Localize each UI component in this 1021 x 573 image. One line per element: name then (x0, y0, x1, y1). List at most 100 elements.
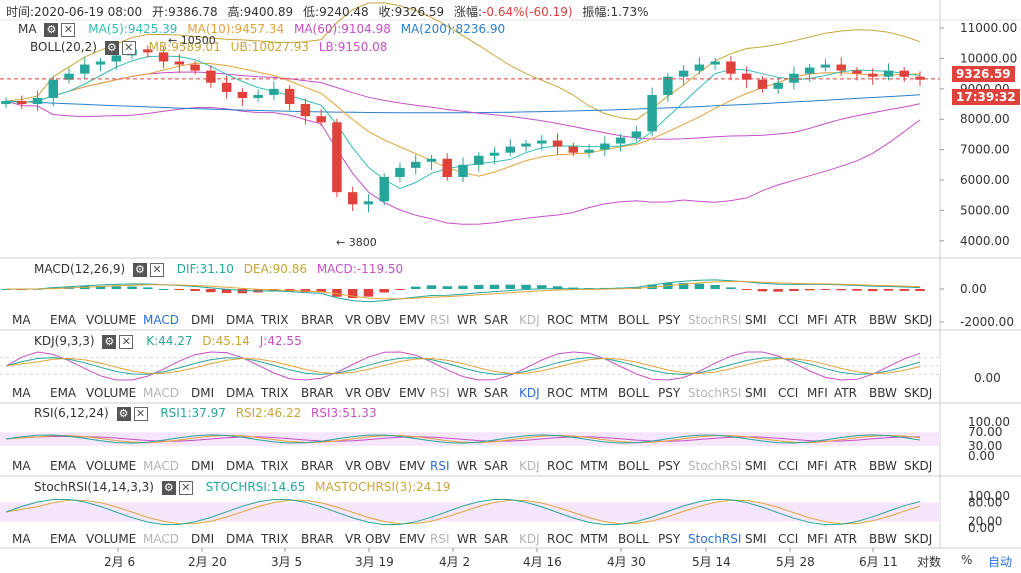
tab-macd[interactable]: MACD (143, 313, 179, 327)
tab-sar[interactable]: SAR (484, 313, 509, 327)
tab-ema[interactable]: EMA (50, 313, 77, 327)
tab-roc[interactable]: ROC (547, 313, 574, 327)
tab-kdj[interactable]: KDJ (519, 532, 540, 546)
tab-dmi[interactable]: DMI (191, 532, 215, 546)
tab-ma[interactable]: MA (12, 459, 31, 473)
tab-skdj[interactable]: SKDJ (904, 313, 933, 327)
macd-close-icon[interactable]: ✕ (149, 262, 164, 277)
tab-emv[interactable]: EMV (399, 386, 426, 400)
tab-atr[interactable]: ATR (834, 532, 857, 546)
tab-boll[interactable]: BOLL (618, 532, 649, 546)
tab-trix[interactable]: TRIX (261, 386, 289, 400)
tab-mfi[interactable]: MFI (807, 459, 828, 473)
tab-vr[interactable]: VR (345, 313, 362, 327)
tab-rsi[interactable]: RSI (430, 532, 450, 546)
tab-macd[interactable]: MACD (143, 386, 179, 400)
tab-psy[interactable]: PSY (658, 459, 681, 473)
tab-stochrsi[interactable]: StochRSI (688, 532, 742, 546)
tab-mtm[interactable]: MTM (580, 532, 609, 546)
tab-brar[interactable]: BRAR (301, 313, 334, 327)
kdj-close-icon[interactable]: ✕ (119, 334, 134, 349)
tab-ema[interactable]: EMA (50, 459, 77, 473)
tab-skdj[interactable]: SKDJ (904, 459, 933, 473)
tab-bbw[interactable]: BBW (869, 532, 897, 546)
tab-dma[interactable]: DMA (226, 386, 254, 400)
tab-dma[interactable]: DMA (226, 532, 254, 546)
macd-settings-icon[interactable]: ⚙ (132, 262, 147, 277)
tab-atr[interactable]: ATR (834, 459, 857, 473)
tab-kdj[interactable]: KDJ (519, 313, 540, 327)
tab-sar[interactable]: SAR (484, 532, 509, 546)
tab-rsi[interactable]: RSI (430, 313, 450, 327)
tab-volume[interactable]: VOLUME (86, 459, 137, 473)
tab-dmi[interactable]: DMI (191, 386, 215, 400)
tab-cci[interactable]: CCI (778, 532, 799, 546)
auto-scale-toggle[interactable]: 自动 (988, 555, 1013, 569)
tab-mtm[interactable]: MTM (580, 459, 609, 473)
tab-smi[interactable]: SMI (745, 313, 767, 327)
tab-trix[interactable]: TRIX (261, 459, 289, 473)
tab-cci[interactable]: CCI (778, 313, 799, 327)
tab-dma[interactable]: DMA (226, 459, 254, 473)
tab-ema[interactable]: EMA (50, 386, 77, 400)
tab-skdj[interactable]: SKDJ (904, 386, 933, 400)
tab-volume[interactable]: VOLUME (86, 532, 137, 546)
tab-rsi[interactable]: RSI (430, 459, 450, 473)
tab-roc[interactable]: ROC (547, 532, 574, 546)
boll-settings-icon[interactable]: ⚙ (104, 40, 119, 55)
tab-vr[interactable]: VR (345, 459, 362, 473)
tab-cci[interactable]: CCI (778, 386, 799, 400)
tab-brar[interactable]: BRAR (301, 386, 334, 400)
tab-stochrsi[interactable]: StochRSI (688, 313, 742, 327)
tab-ma[interactable]: MA (12, 386, 31, 400)
ma-close-icon[interactable]: ✕ (61, 22, 76, 37)
tab-mfi[interactable]: MFI (807, 386, 828, 400)
tab-stochrsi[interactable]: StochRSI (688, 459, 742, 473)
tab-smi[interactable]: SMI (745, 459, 767, 473)
tab-ema[interactable]: EMA (50, 532, 77, 546)
tab-sar[interactable]: SAR (484, 386, 509, 400)
tab-volume[interactable]: VOLUME (86, 313, 137, 327)
kdj-settings-icon[interactable]: ⚙ (102, 334, 117, 349)
tab-mfi[interactable]: MFI (807, 532, 828, 546)
tab-roc[interactable]: ROC (547, 459, 574, 473)
tab-dmi[interactable]: DMI (191, 459, 215, 473)
tab-macd[interactable]: MACD (143, 459, 179, 473)
tab-boll[interactable]: BOLL (618, 459, 649, 473)
rsi-close-icon[interactable]: ✕ (133, 406, 148, 421)
tab-cci[interactable]: CCI (778, 459, 799, 473)
tab-brar[interactable]: BRAR (301, 532, 334, 546)
tab-wr[interactable]: WR (457, 459, 478, 473)
tab-obv[interactable]: OBV (365, 459, 391, 473)
tab-sar[interactable]: SAR (484, 459, 509, 473)
tab-psy[interactable]: PSY (658, 313, 681, 327)
tab-ma[interactable]: MA (12, 313, 31, 327)
tab-ma[interactable]: MA (12, 532, 31, 546)
tab-kdj[interactable]: KDJ (519, 386, 540, 400)
tab-wr[interactable]: WR (457, 313, 478, 327)
tab-roc[interactable]: ROC (547, 386, 574, 400)
tab-dmi[interactable]: DMI (191, 313, 215, 327)
rsi-settings-icon[interactable]: ⚙ (116, 406, 131, 421)
ma-settings-icon[interactable]: ⚙ (44, 22, 59, 37)
tab-brar[interactable]: BRAR (301, 459, 334, 473)
tab-obv[interactable]: OBV (365, 532, 391, 546)
tab-bbw[interactable]: BBW (869, 313, 897, 327)
tab-macd[interactable]: MACD (143, 532, 179, 546)
tab-dma[interactable]: DMA (226, 313, 254, 327)
tab-emv[interactable]: EMV (399, 532, 426, 546)
tab-mtm[interactable]: MTM (580, 313, 609, 327)
tab-kdj[interactable]: KDJ (519, 459, 540, 473)
tab-emv[interactable]: EMV (399, 313, 426, 327)
tab-trix[interactable]: TRIX (261, 313, 289, 327)
percent-scale-toggle[interactable]: % (961, 553, 973, 567)
tab-volume[interactable]: VOLUME (86, 386, 137, 400)
tab-obv[interactable]: OBV (365, 313, 391, 327)
tab-trix[interactable]: TRIX (261, 532, 289, 546)
tab-vr[interactable]: VR (345, 386, 362, 400)
stochrsi-close-icon[interactable]: ✕ (178, 480, 193, 495)
tab-boll[interactable]: BOLL (618, 386, 649, 400)
boll-close-icon[interactable]: ✕ (121, 40, 136, 55)
tab-rsi[interactable]: RSI (430, 386, 450, 400)
